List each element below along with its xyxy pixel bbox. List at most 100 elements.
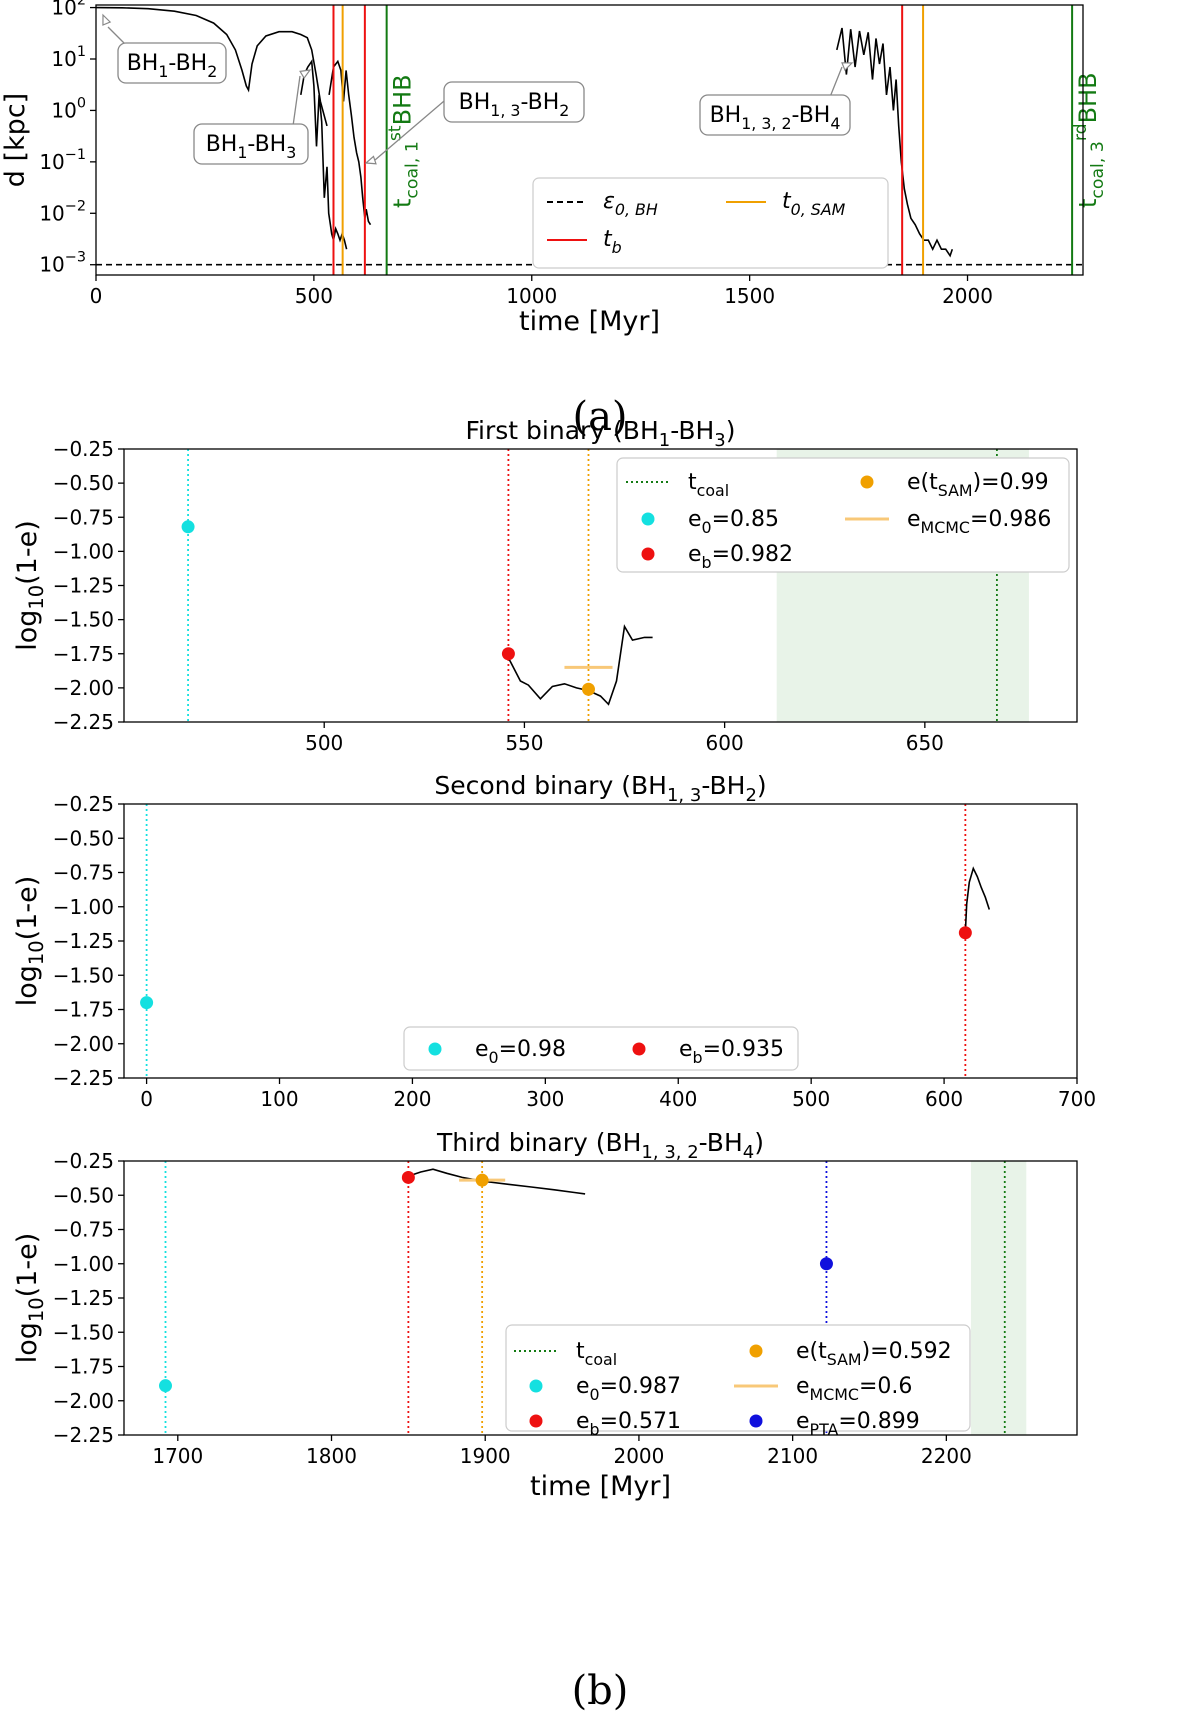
- y-tick-label-0: −0.25: [53, 1149, 114, 1173]
- annotation-arrowhead-3: [841, 62, 854, 72]
- legend-swatch-1: [632, 1042, 646, 1056]
- caption-b: (b): [572, 1668, 629, 1714]
- annotation-box-0: [117, 42, 227, 84]
- y-tick-label-0: −0.25: [53, 437, 114, 461]
- legend-label-0: tcoal: [688, 470, 729, 500]
- x-tick-label-2: 200: [393, 1087, 431, 1111]
- y-tick-label-2: −0.75: [53, 861, 114, 885]
- y-tick-label-2: 10−1: [39, 147, 86, 174]
- panel-b1: 500 550 600 650 −0.25 −0.50 −0.75 −1.00 −1.25 −1.…: [12, 416, 1078, 755]
- x-tick-label-5: 500: [792, 1087, 830, 1111]
- y-tick-label-8: −2.25: [53, 1423, 114, 1447]
- y-tick-label-4: −1.25: [53, 1286, 114, 1310]
- x-axis-label: time [Myr]: [530, 1471, 671, 1502]
- y-tick-label-6: −1.75: [53, 642, 114, 666]
- annotation-arrow-0: [107, 26, 127, 46]
- legend-label-2: eb=0.571: [576, 1409, 681, 1439]
- panel-b2: 0 100 200 300 400 500 600 700 −0.25 −0.50 −0.75 −1.…: [12, 771, 1096, 1111]
- y-tick-label-3: −1.00: [53, 1252, 114, 1276]
- x-tick-label-1: 1800: [306, 1444, 357, 1468]
- series-line-0: [95, 6, 328, 127]
- legend-label-2: t0, SAM: [782, 189, 846, 219]
- x-tick-label-3: 1500: [724, 284, 775, 308]
- series-line-3: [836, 27, 954, 258]
- y-tick-label-7: −2.00: [53, 676, 114, 700]
- x-tick-label-3: 650: [906, 731, 944, 755]
- epta-point: [819, 1257, 833, 1271]
- x-tick-label-0: 1700: [152, 1444, 203, 1468]
- legend-label-4: eMCMC=0.6: [796, 1374, 912, 1404]
- legend-label-0: ε0, BH: [603, 189, 658, 219]
- x-tick-label-2: 1000: [506, 284, 557, 308]
- legend-label-1: tb: [603, 227, 622, 257]
- y-tick-label-4: 101: [51, 44, 86, 71]
- legend-swatch-3: [749, 1344, 763, 1358]
- y-tick-label-1: −0.50: [53, 471, 114, 495]
- e0-point: [181, 520, 195, 534]
- y-tick-label-0: −0.25: [53, 792, 114, 816]
- y-tick-label-3: 100: [51, 95, 86, 122]
- y-tick-label-5: 102: [51, 0, 86, 20]
- y-tick-label-3: −1.00: [53, 895, 114, 919]
- annotation-arrowhead-1: [299, 69, 312, 80]
- annotation-box-1: [193, 123, 309, 165]
- x-tick-label-2: 1900: [460, 1444, 511, 1468]
- series-line-1: [300, 59, 348, 250]
- x-tick-label-3: 2000: [613, 1444, 664, 1468]
- y-tick-label-0: 10−3: [39, 250, 86, 277]
- x-tick-label-5: 2200: [921, 1444, 972, 1468]
- y-tick-label-4: −1.25: [53, 929, 114, 953]
- legend-swatch-2: [529, 1414, 543, 1428]
- legend-label-4: eMCMC=0.986: [907, 507, 1051, 537]
- annotation-arrow-3: [829, 66, 843, 98]
- legend-frame: [616, 457, 1070, 573]
- x-tick-label-4: 400: [659, 1087, 697, 1111]
- eb-point: [501, 647, 515, 661]
- y-axis-label: log10(1-e): [12, 876, 48, 1007]
- legend-label-3: e(tSAM)=0.99: [907, 470, 1049, 500]
- legend-frame: [532, 177, 889, 269]
- y-axis-label: d [kpc]: [0, 93, 31, 187]
- eb-point: [958, 926, 972, 940]
- legend-label-1: eb=0.935: [679, 1037, 784, 1067]
- x-tick-label-1: 550: [505, 731, 543, 755]
- esam-point: [581, 682, 595, 696]
- y-tick-label-8: −2.25: [53, 1066, 114, 1090]
- annotation-box-2: [443, 81, 585, 123]
- legend: tcoal e0=0.85 eb=0.982 e(tSAM)=0.99 eMCMC=0.…: [616, 457, 1070, 573]
- caption-a: (a): [572, 394, 627, 440]
- annotation-arrowhead-0: [102, 13, 112, 26]
- panel-title: First binary (BH1-BH3): [465, 416, 735, 451]
- legend-frame: [505, 1324, 971, 1432]
- annotation-box-3: [699, 94, 851, 136]
- y-tick-label-7: −2.00: [53, 1389, 114, 1413]
- tcoal-uncertainty-band: [970, 1161, 1027, 1435]
- x-tick-label-2: 600: [706, 731, 744, 755]
- eb-point: [401, 1170, 415, 1184]
- annotation-label-2: BH1, 3-BH2: [459, 90, 570, 120]
- y-tick-label-5: −1.50: [53, 1320, 114, 1344]
- legend-label-1: e0=0.987: [576, 1374, 681, 1404]
- y-tick-label-5: −1.50: [53, 963, 114, 987]
- x-tick-label-3: 300: [526, 1087, 564, 1111]
- legend-swatch-3: [860, 475, 874, 489]
- x-tick-label-4: 2100: [767, 1444, 818, 1468]
- legend: tcoal e0=0.987 eb=0.571 e(tSAM)=0.592 eMCMC=…: [505, 1324, 971, 1439]
- eccentricity-curve: [964, 866, 991, 932]
- x-tick-label-0: 500: [305, 731, 343, 755]
- panel-title: Second binary (BH1, 3-BH2): [434, 771, 766, 806]
- y-tick-label-6: −1.75: [53, 998, 114, 1022]
- e0-point: [159, 1379, 173, 1393]
- legend-label-2: eb=0.982: [688, 542, 793, 572]
- y-tick-label-1: −0.50: [53, 826, 114, 850]
- x-axis-label: time [Myr]: [519, 306, 660, 337]
- panel-b3: 1700 1800 1900 2000 2100 2200 −0.25 −0.50 −0.75 −…: [12, 1128, 1078, 1502]
- panel-title: Third binary (BH1, 3, 2-BH4): [436, 1128, 764, 1163]
- tcoal-label-0: tcoal, 1stBHB: [386, 74, 423, 208]
- x-tick-label-0: 0: [140, 1087, 153, 1111]
- legend-frame: [403, 1026, 799, 1071]
- tcoal-label-1: tcoal, 3rdBHB: [1071, 72, 1108, 208]
- eccentricity-curve: [507, 624, 653, 706]
- annotation-arrow-1: [292, 75, 301, 127]
